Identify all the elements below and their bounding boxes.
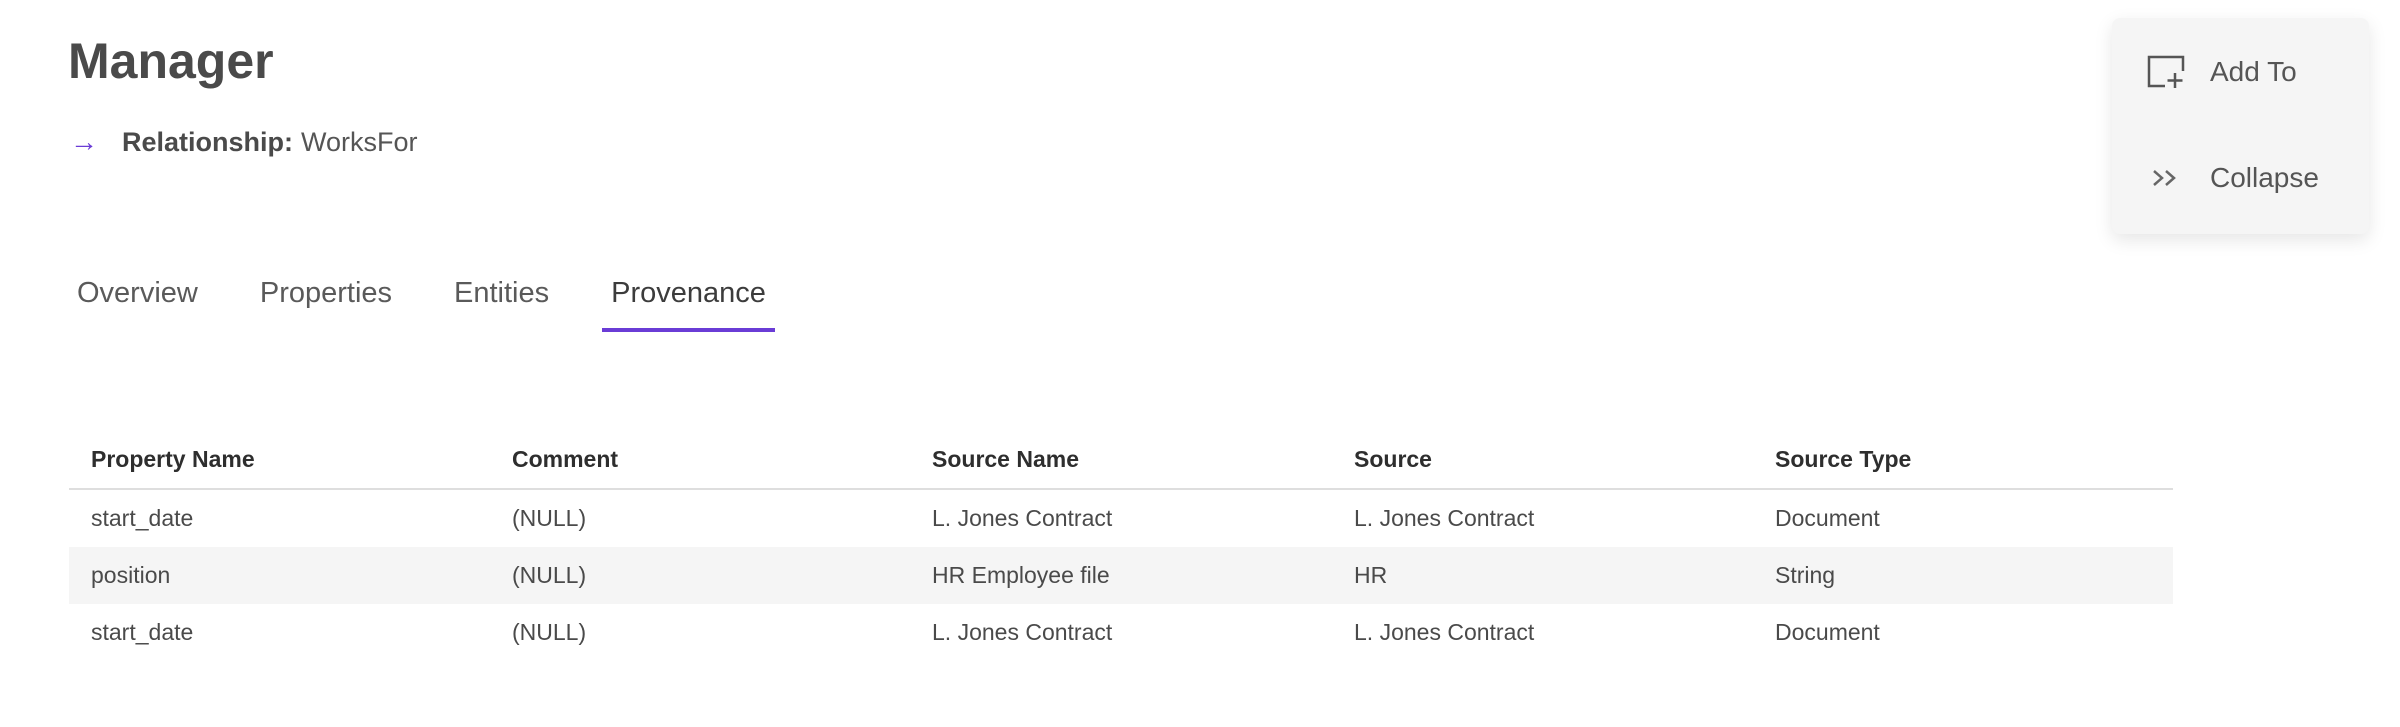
cell-source-type: String [1753, 547, 2173, 604]
tab-entities[interactable]: Entities [454, 277, 550, 309]
cell-source: HR [1332, 547, 1753, 604]
cell-source-type: Document [1775, 505, 1880, 531]
collapse-label: Collapse [2210, 162, 2319, 193]
add-to-button[interactable]: Add To [2146, 54, 2297, 90]
cell-comment: (NULL) [512, 505, 587, 531]
cell-comment: (NULL) [490, 547, 910, 604]
page-title: Manager [68, 33, 274, 89]
column-header-source-name[interactable]: Source Name [910, 430, 1332, 490]
cell-source: L. Jones Contract [1354, 505, 1535, 531]
cell-property-name: position [69, 547, 490, 604]
table-header-row: Property Name Comment Source Name Source… [69, 430, 2173, 490]
table-row[interactable]: start_date (NULL) L. Jones Contract L. J… [69, 604, 2173, 661]
cell-source-name: L. Jones Contract [932, 619, 1113, 645]
provenance-table: Property Name Comment Source Name Source… [69, 430, 2173, 661]
table-row[interactable]: start_date (NULL) L. Jones Contract L. J… [69, 489, 2173, 547]
cell-source-name: L. Jones Contract [932, 505, 1113, 531]
tab-bar: Overview Properties Entities Provenance [68, 270, 819, 334]
cell-property-name: start_date [91, 505, 194, 531]
column-header-property-name[interactable]: Property Name [69, 430, 490, 490]
column-header-source[interactable]: Source [1332, 430, 1753, 490]
column-header-source-type[interactable]: Source Type [1753, 430, 2173, 490]
table-row[interactable]: position (NULL) HR Employee file HR Stri… [69, 547, 2173, 604]
action-menu: Add To Collapse [2112, 18, 2369, 234]
tab-properties[interactable]: Properties [259, 277, 393, 309]
collapse-button[interactable]: Collapse [2146, 160, 2319, 196]
cell-comment: (NULL) [512, 619, 587, 645]
relationship-value: WorksFor [301, 126, 418, 157]
tab-overview[interactable]: Overview [77, 277, 198, 309]
relationship-label: Relationship: [122, 126, 294, 157]
cell-source: L. Jones Contract [1354, 619, 1535, 645]
tab-provenance[interactable]: Provenance [602, 270, 775, 332]
column-header-comment[interactable]: Comment [490, 430, 910, 490]
relationship-line: → Relationship: WorksFor [70, 126, 418, 158]
cell-property-name: start_date [91, 619, 194, 645]
double-chevron-right-icon [2146, 160, 2186, 196]
cell-source-type: Document [1775, 619, 1880, 645]
add-to-label: Add To [2210, 56, 2297, 87]
add-to-icon [2146, 54, 2186, 90]
arrow-right-icon: → [70, 126, 98, 157]
cell-source-name: HR Employee file [910, 547, 1332, 604]
